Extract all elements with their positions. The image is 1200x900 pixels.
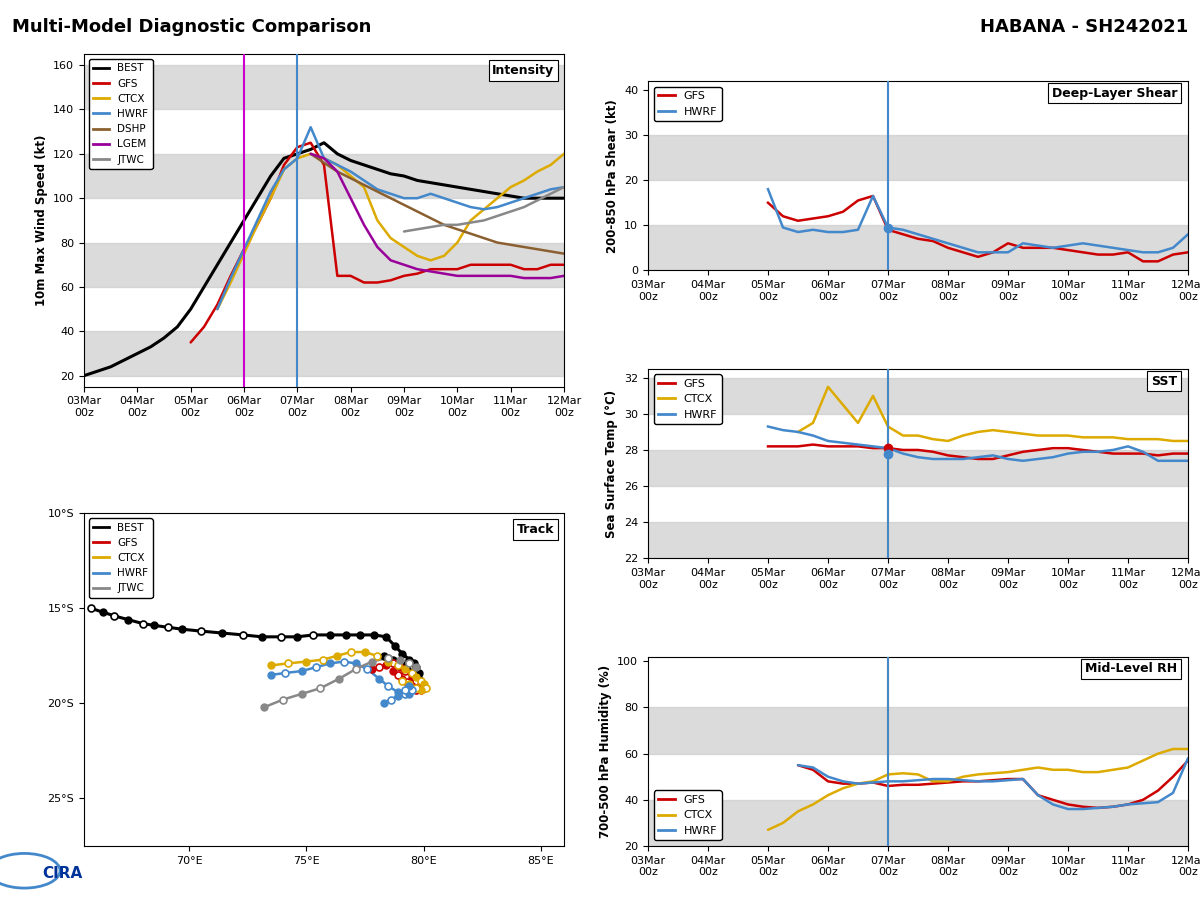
Legend: GFS, HWRF: GFS, HWRF bbox=[654, 86, 721, 121]
Text: Intensity: Intensity bbox=[492, 64, 554, 77]
Legend: GFS, CTCX, HWRF: GFS, CTCX, HWRF bbox=[654, 790, 721, 841]
Bar bbox=[84, 154, 564, 198]
Y-axis label: 10m Max Wind Speed (kt): 10m Max Wind Speed (kt) bbox=[35, 135, 48, 306]
Text: Track: Track bbox=[517, 523, 554, 536]
Y-axis label: 700-500 hPa Humidity (%): 700-500 hPa Humidity (%) bbox=[599, 665, 612, 838]
Bar bbox=[84, 331, 564, 375]
Legend: GFS, CTCX, HWRF: GFS, CTCX, HWRF bbox=[654, 374, 721, 425]
Legend: BEST, GFS, CTCX, HWRF, DSHP, LGEM, JTWC: BEST, GFS, CTCX, HWRF, DSHP, LGEM, JTWC bbox=[89, 59, 152, 169]
Y-axis label: 200-850 hPa Shear (kt): 200-850 hPa Shear (kt) bbox=[606, 99, 618, 253]
Text: CIRA: CIRA bbox=[42, 866, 83, 881]
Text: SST: SST bbox=[1151, 374, 1177, 388]
Text: Mid-Level RH: Mid-Level RH bbox=[1085, 662, 1177, 675]
Text: Deep-Layer Shear: Deep-Layer Shear bbox=[1051, 86, 1177, 100]
Bar bbox=[84, 243, 564, 287]
Bar bbox=[648, 378, 1188, 414]
Text: Multi-Model Diagnostic Comparison: Multi-Model Diagnostic Comparison bbox=[12, 18, 371, 36]
Bar bbox=[648, 450, 1188, 486]
Text: HABANA - SH242021: HABANA - SH242021 bbox=[979, 18, 1188, 36]
Legend: BEST, GFS, CTCX, HWRF, JTWC: BEST, GFS, CTCX, HWRF, JTWC bbox=[89, 518, 152, 598]
Bar bbox=[648, 135, 1188, 180]
Bar bbox=[648, 707, 1188, 753]
Y-axis label: Sea Surface Temp (°C): Sea Surface Temp (°C) bbox=[606, 390, 618, 537]
Bar bbox=[648, 225, 1188, 270]
Bar bbox=[648, 522, 1188, 558]
Bar bbox=[84, 65, 564, 110]
Bar bbox=[648, 800, 1188, 846]
